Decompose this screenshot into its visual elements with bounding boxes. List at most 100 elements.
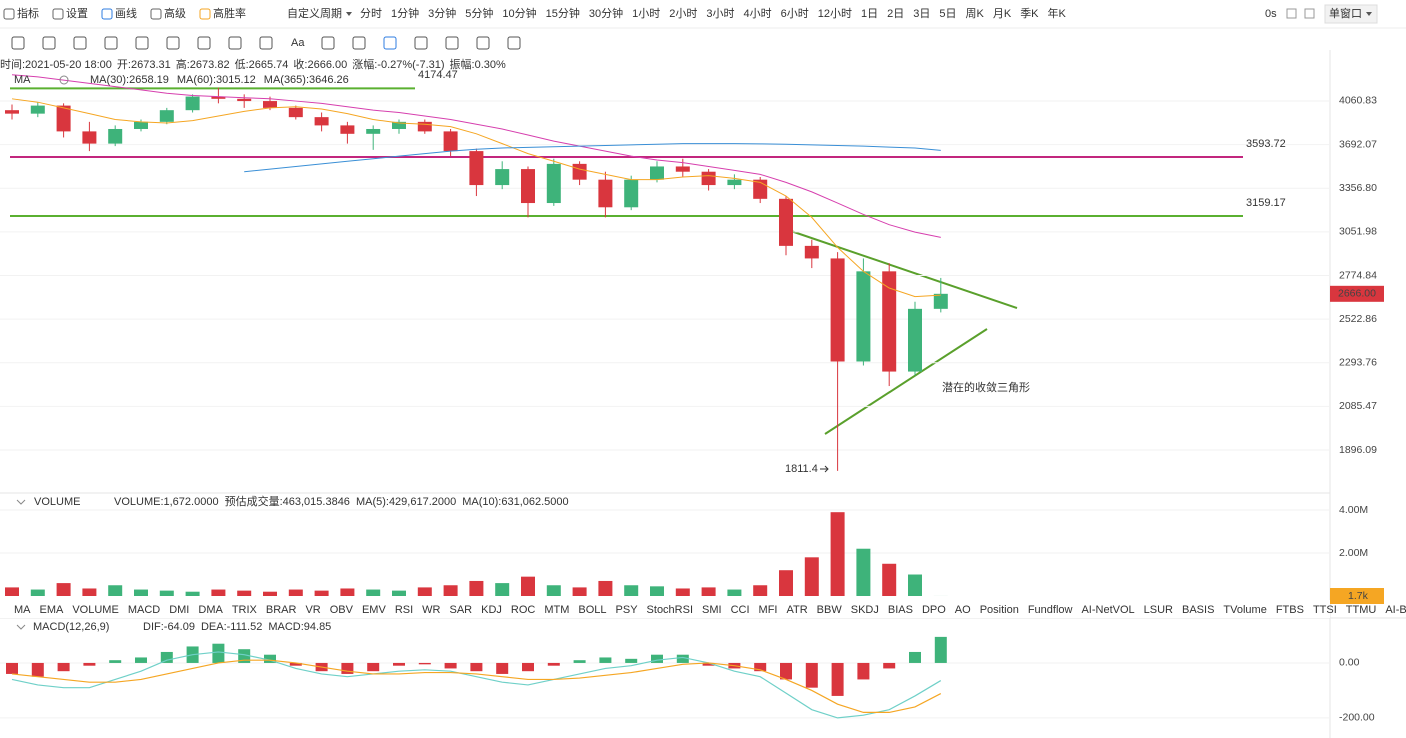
draw-tool-icon[interactable] [166,36,180,50]
toolbar-item[interactable]: 指标 [17,6,39,20]
draw-tool-icon[interactable] [445,36,459,50]
restore-icon[interactable] [1304,8,1315,19]
indicator-tab[interactable]: MFI [759,604,778,616]
indicator-tab[interactable]: KDJ [481,604,502,616]
period-button[interactable]: 4小时 [744,7,772,20]
period-button[interactable]: 1小时 [632,7,660,20]
indicator-tab[interactable]: AI-BSI [1385,604,1406,616]
indicator-tab[interactable]: SMI [702,604,722,616]
indicator-tab[interactable]: OBV [330,604,354,616]
draw-tool-icon[interactable] [11,36,25,50]
indicator-tab[interactable]: TRIX [232,604,258,616]
indicator-tab[interactable]: SKDJ [851,604,879,616]
toolbar-icon[interactable] [52,8,64,20]
indicator-tab[interactable]: CCI [731,604,750,616]
draw-tool-icon[interactable] [197,36,211,50]
period-button[interactable]: 1分钟 [391,6,419,20]
toolbar-item[interactable]: 设置 [66,7,88,20]
indicator-tab[interactable]: LSUR [1144,604,1173,616]
window-button[interactable] [1324,4,1378,24]
period-button[interactable]: 5日 [939,8,956,20]
indicator-tab[interactable]: TVolume [1223,604,1266,616]
custom-period[interactable]: 自定义周期 [287,6,342,20]
indicator-tab[interactable]: EMA [40,604,65,616]
period-button[interactable]: 分时 [360,7,382,20]
indicator-tab[interactable]: MACD [128,604,160,616]
period-button[interactable]: 10分钟 [502,6,536,20]
indicator-tab[interactable]: Fundflow [1028,604,1073,616]
indicator-tab[interactable]: BASIS [1182,604,1214,616]
indicator-name: MACD(12,26,9) [33,621,109,633]
draw-tool-icon[interactable] [104,36,118,50]
period-button[interactable]: 2小时 [669,7,697,20]
pattern-annotation[interactable]: 潜在的收敛三角形 [942,380,1030,394]
period-button[interactable]: 季K [1020,7,1039,20]
indicator-tab[interactable]: FTBS [1276,604,1304,616]
collapse-icon[interactable] [16,624,26,630]
indicator-tab[interactable]: BOLL [578,604,606,616]
period-button[interactable]: 6小时 [781,7,809,20]
draw-tool-icon[interactable] [321,36,335,50]
draw-tool-icon[interactable] [352,36,366,50]
toolbar-icon[interactable] [101,8,113,20]
period-button[interactable]: 12小时 [818,7,852,20]
toolbar-item[interactable]: 高级 [164,6,186,20]
period-button[interactable]: 1日 [861,8,878,20]
indicator-tab[interactable]: BRAR [266,604,297,616]
collapse-icon[interactable] [16,499,26,505]
period-button[interactable]: 15分钟 [546,6,580,20]
draw-tool-icon[interactable] [228,36,242,50]
period-button[interactable]: 年K [1048,6,1067,20]
period-button[interactable]: 30分钟 [589,6,623,20]
indicator-tab[interactable]: MTM [544,604,569,616]
period-button[interactable]: 3小时 [706,7,734,20]
indicator-tab[interactable]: PSY [616,604,639,616]
period-button[interactable]: 5分钟 [465,6,493,20]
indicator-tab[interactable]: DMI [169,604,189,616]
period-button[interactable]: 周K [966,7,985,20]
toolbar-icon[interactable] [199,8,211,20]
indicator-tab[interactable]: VR [305,604,320,616]
indicator-tab[interactable]: MA [14,604,31,616]
toolbar-icon[interactable] [150,8,162,20]
indicator-tab[interactable]: AI-NetVOL [1081,604,1134,616]
indicator-tab[interactable]: ROC [511,604,536,616]
trendline-lower[interactable] [824,328,988,435]
indicator-tab[interactable]: ATR [786,604,807,616]
indicator-tab[interactable]: Position [980,604,1019,616]
draw-tool-icon[interactable] [135,36,149,50]
indicator-tab[interactable]: VOLUME [72,604,118,616]
indicator-tab[interactable]: BIAS [888,604,913,616]
indicator-tab[interactable]: TTSI [1313,604,1337,616]
trendline-upper[interactable] [787,229,1018,309]
draw-tool-icon[interactable] [73,36,87,50]
toolbar-icon[interactable] [3,8,15,20]
indicator-tab[interactable]: WR [422,604,440,616]
indicator-tab[interactable]: TTMU [1346,604,1377,616]
indicator-tab[interactable]: EMV [362,604,387,616]
period-button[interactable]: 月K [993,8,1012,20]
indicator-tab[interactable]: SAR [449,604,472,616]
eye-icon[interactable] [59,75,69,85]
draw-tool-icon[interactable] [507,36,521,50]
indicator-tab[interactable]: BBW [817,604,843,616]
indicator-tab[interactable]: DMA [198,604,223,616]
text-tool[interactable]: Aa [291,37,305,49]
period-button[interactable]: 3分钟 [428,6,456,20]
toolbar-item[interactable]: 画线 [115,6,137,20]
window-mode[interactable]: 单窗口 [1329,6,1362,20]
period-button[interactable]: 2日 [887,8,904,20]
indicator-tab[interactable]: AO [955,604,971,616]
period-button[interactable]: 3日 [913,8,930,20]
indicator-tab[interactable]: DPO [922,604,946,616]
draw-tool-icon[interactable] [476,36,490,50]
toolbar-item[interactable]: 高胜率 [213,6,246,20]
volume-bar [908,574,922,596]
draw-tool-icon[interactable] [42,36,56,50]
indicator-tab[interactable]: RSI [395,604,413,616]
draw-tool-icon[interactable] [259,36,273,50]
indicator-tab[interactable]: StochRSI [647,604,693,616]
fullscreen-icon[interactable] [1286,8,1297,19]
draw-tool-icon[interactable] [414,36,428,50]
draw-tool-icon[interactable] [383,36,397,50]
